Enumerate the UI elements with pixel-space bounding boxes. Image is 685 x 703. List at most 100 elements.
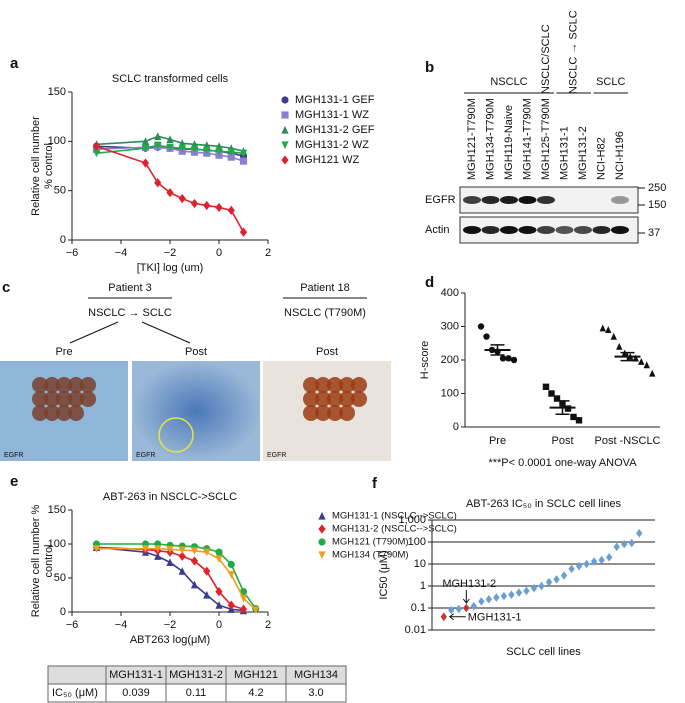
marker (154, 178, 162, 188)
stain-label: EGFR (4, 452, 23, 459)
y-tick-label: 0 (60, 234, 66, 246)
stained-cell (44, 377, 60, 393)
table-text: MGH134 (294, 669, 338, 681)
series-line (96, 144, 244, 154)
y-tick-label: 100 (48, 538, 66, 550)
panel-label: c (2, 279, 10, 296)
marker (190, 547, 199, 555)
stained-cell (303, 377, 319, 393)
y-tick-label: 100 (441, 387, 459, 399)
x-tick-label: −2 (164, 619, 177, 631)
stained-cell (68, 405, 84, 421)
stained-cell (315, 391, 331, 407)
table-cell (47, 665, 107, 685)
y-label-line: Relative cell number (30, 116, 42, 216)
stained-cell (351, 391, 367, 407)
marker (455, 604, 462, 614)
x-tick-label: −2 (164, 247, 177, 259)
legend-marker (281, 125, 289, 134)
legend-label: MGH134 (T790M) (332, 550, 409, 561)
y-tick-label: 400 (441, 287, 459, 299)
stained-cell (80, 377, 96, 393)
band (574, 226, 592, 234)
band (463, 226, 481, 234)
marker (440, 612, 447, 621)
marker (448, 605, 455, 615)
marker (610, 332, 617, 340)
marker (499, 355, 507, 362)
x-tick-label: 0 (216, 619, 222, 631)
panel-label: f (372, 475, 378, 492)
band (611, 196, 629, 204)
marker (636, 529, 643, 538)
y-axis-label: H-score (419, 341, 431, 380)
marker (166, 558, 174, 566)
branch (69, 321, 191, 344)
table-text: 0.11 (186, 687, 207, 699)
legend-marker (281, 141, 289, 150)
x-tick-label: 0 (216, 247, 222, 259)
marker (643, 361, 650, 369)
y-tick-label: 1,000 (398, 514, 426, 526)
stained-cell (315, 405, 331, 421)
transition: NSCLC → SCLC (88, 307, 172, 319)
marker (252, 606, 260, 615)
marker (500, 591, 508, 601)
marker (239, 227, 248, 237)
marker (564, 405, 572, 412)
marker (239, 604, 248, 614)
marker (141, 545, 150, 553)
stained-cell (56, 377, 72, 393)
error-bar (555, 400, 570, 416)
marker (239, 594, 248, 603)
stain-label: EGFR (136, 452, 155, 459)
marker (154, 141, 162, 150)
marker (203, 146, 211, 155)
lane-label: MGH121-T790M (466, 98, 478, 180)
marker (621, 539, 628, 549)
marker (485, 595, 493, 604)
stained-cell (56, 405, 72, 421)
x-tick-label: −4 (115, 619, 128, 631)
legend-marker (318, 551, 326, 560)
x-axis-label: SCLC cell lines (506, 646, 581, 658)
group-label: NSCLC/SCLC (540, 24, 552, 94)
series-line (96, 546, 244, 612)
legend-label: MGH131-2 (NSCLC-->SCLC) (332, 524, 457, 535)
annotation-arrow (462, 590, 470, 604)
marker (141, 137, 150, 145)
stained-cell (32, 391, 48, 407)
series-line (96, 547, 257, 611)
y-tick-label: 0.1 (411, 602, 426, 614)
region (158, 417, 194, 453)
marker (575, 561, 583, 571)
marker (203, 566, 211, 576)
lane-label: MGH131-1 (558, 126, 570, 180)
marker (215, 202, 223, 213)
transition: NSCLC (T790M) (284, 307, 366, 319)
legend-label: MGH131-2 GEF (295, 124, 375, 136)
x-tick-label: −6 (66, 619, 79, 631)
marker (463, 603, 470, 613)
panel-label: a (10, 55, 19, 72)
group-label: NSCLC (490, 76, 527, 88)
stained-cell (327, 377, 343, 393)
marker (190, 580, 199, 589)
marker (470, 602, 478, 611)
group-label: NSCLC → SCLC (568, 10, 580, 94)
marker (628, 538, 635, 548)
marker (478, 597, 485, 606)
lane-label: MGH131-2 (577, 126, 589, 180)
band (537, 226, 555, 234)
marker (203, 548, 211, 557)
marker (227, 205, 235, 215)
y-tick-label: 300 (441, 320, 459, 332)
marker (215, 587, 223, 597)
marker (483, 333, 490, 340)
legend-label: MGH131-1 WZ (295, 109, 369, 121)
y-tick-label: 0.01 (405, 624, 426, 636)
marker (227, 148, 235, 157)
stained-cell (339, 391, 355, 407)
size-marker: 37 (648, 227, 660, 239)
